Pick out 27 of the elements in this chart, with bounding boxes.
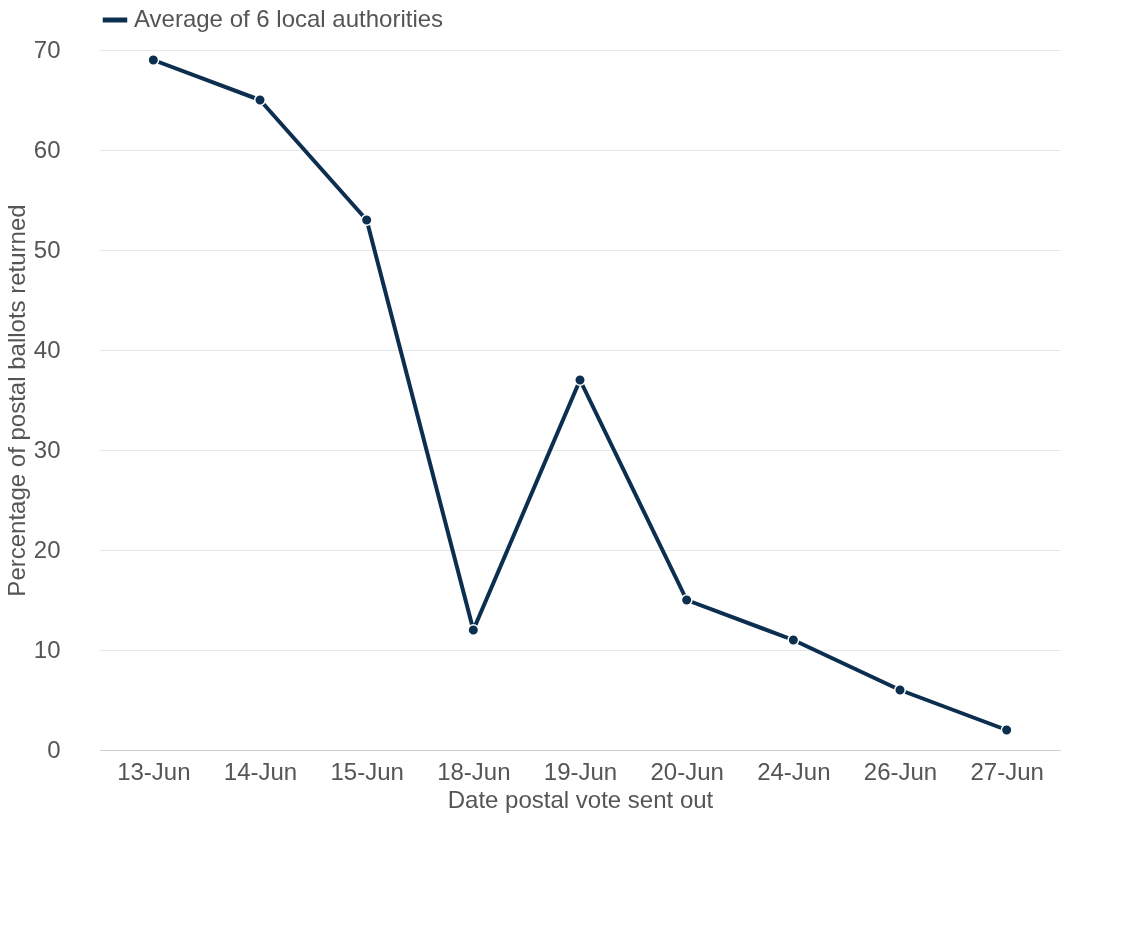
x-tick-label: 19-Jun — [543, 757, 618, 785]
x-tick-label: 18-Jun — [437, 757, 511, 785]
y-tick-label: 60 — [33, 135, 61, 163]
y-tick-label: 10 — [33, 635, 61, 663]
point — [787, 634, 800, 646]
x-tick-label: 27-Jun — [970, 757, 1044, 785]
point — [574, 374, 586, 386]
x-tick-label: 13-Jun — [117, 757, 191, 785]
x-tick-label: 26-Jun — [863, 757, 938, 785]
y-tick-label: 0 — [47, 735, 61, 763]
point — [254, 94, 266, 106]
point — [147, 54, 160, 66]
y-tick-label: 40 — [33, 335, 61, 363]
y-tick-label: 20 — [33, 535, 61, 563]
x-tick-label: 15-Jun — [330, 757, 404, 785]
legend-label: Average of 6 local authorities — [134, 5, 444, 32]
x-tick-label: 24-Jun — [757, 757, 831, 785]
point — [1000, 724, 1013, 736]
point — [360, 214, 373, 226]
y-tick-label: 70 — [33, 35, 61, 63]
y-axis-title: Percentage of postal ballots returned — [2, 204, 30, 597]
x-tick-label: 20-Jun — [650, 757, 724, 785]
y-tick-label: 30 — [33, 435, 61, 463]
x-axis-title: Date postal vote sent out — [447, 785, 714, 813]
y-tick-label: 50 — [33, 235, 61, 263]
x-tick-label: 14-Jun — [223, 757, 298, 785]
point — [894, 684, 906, 696]
